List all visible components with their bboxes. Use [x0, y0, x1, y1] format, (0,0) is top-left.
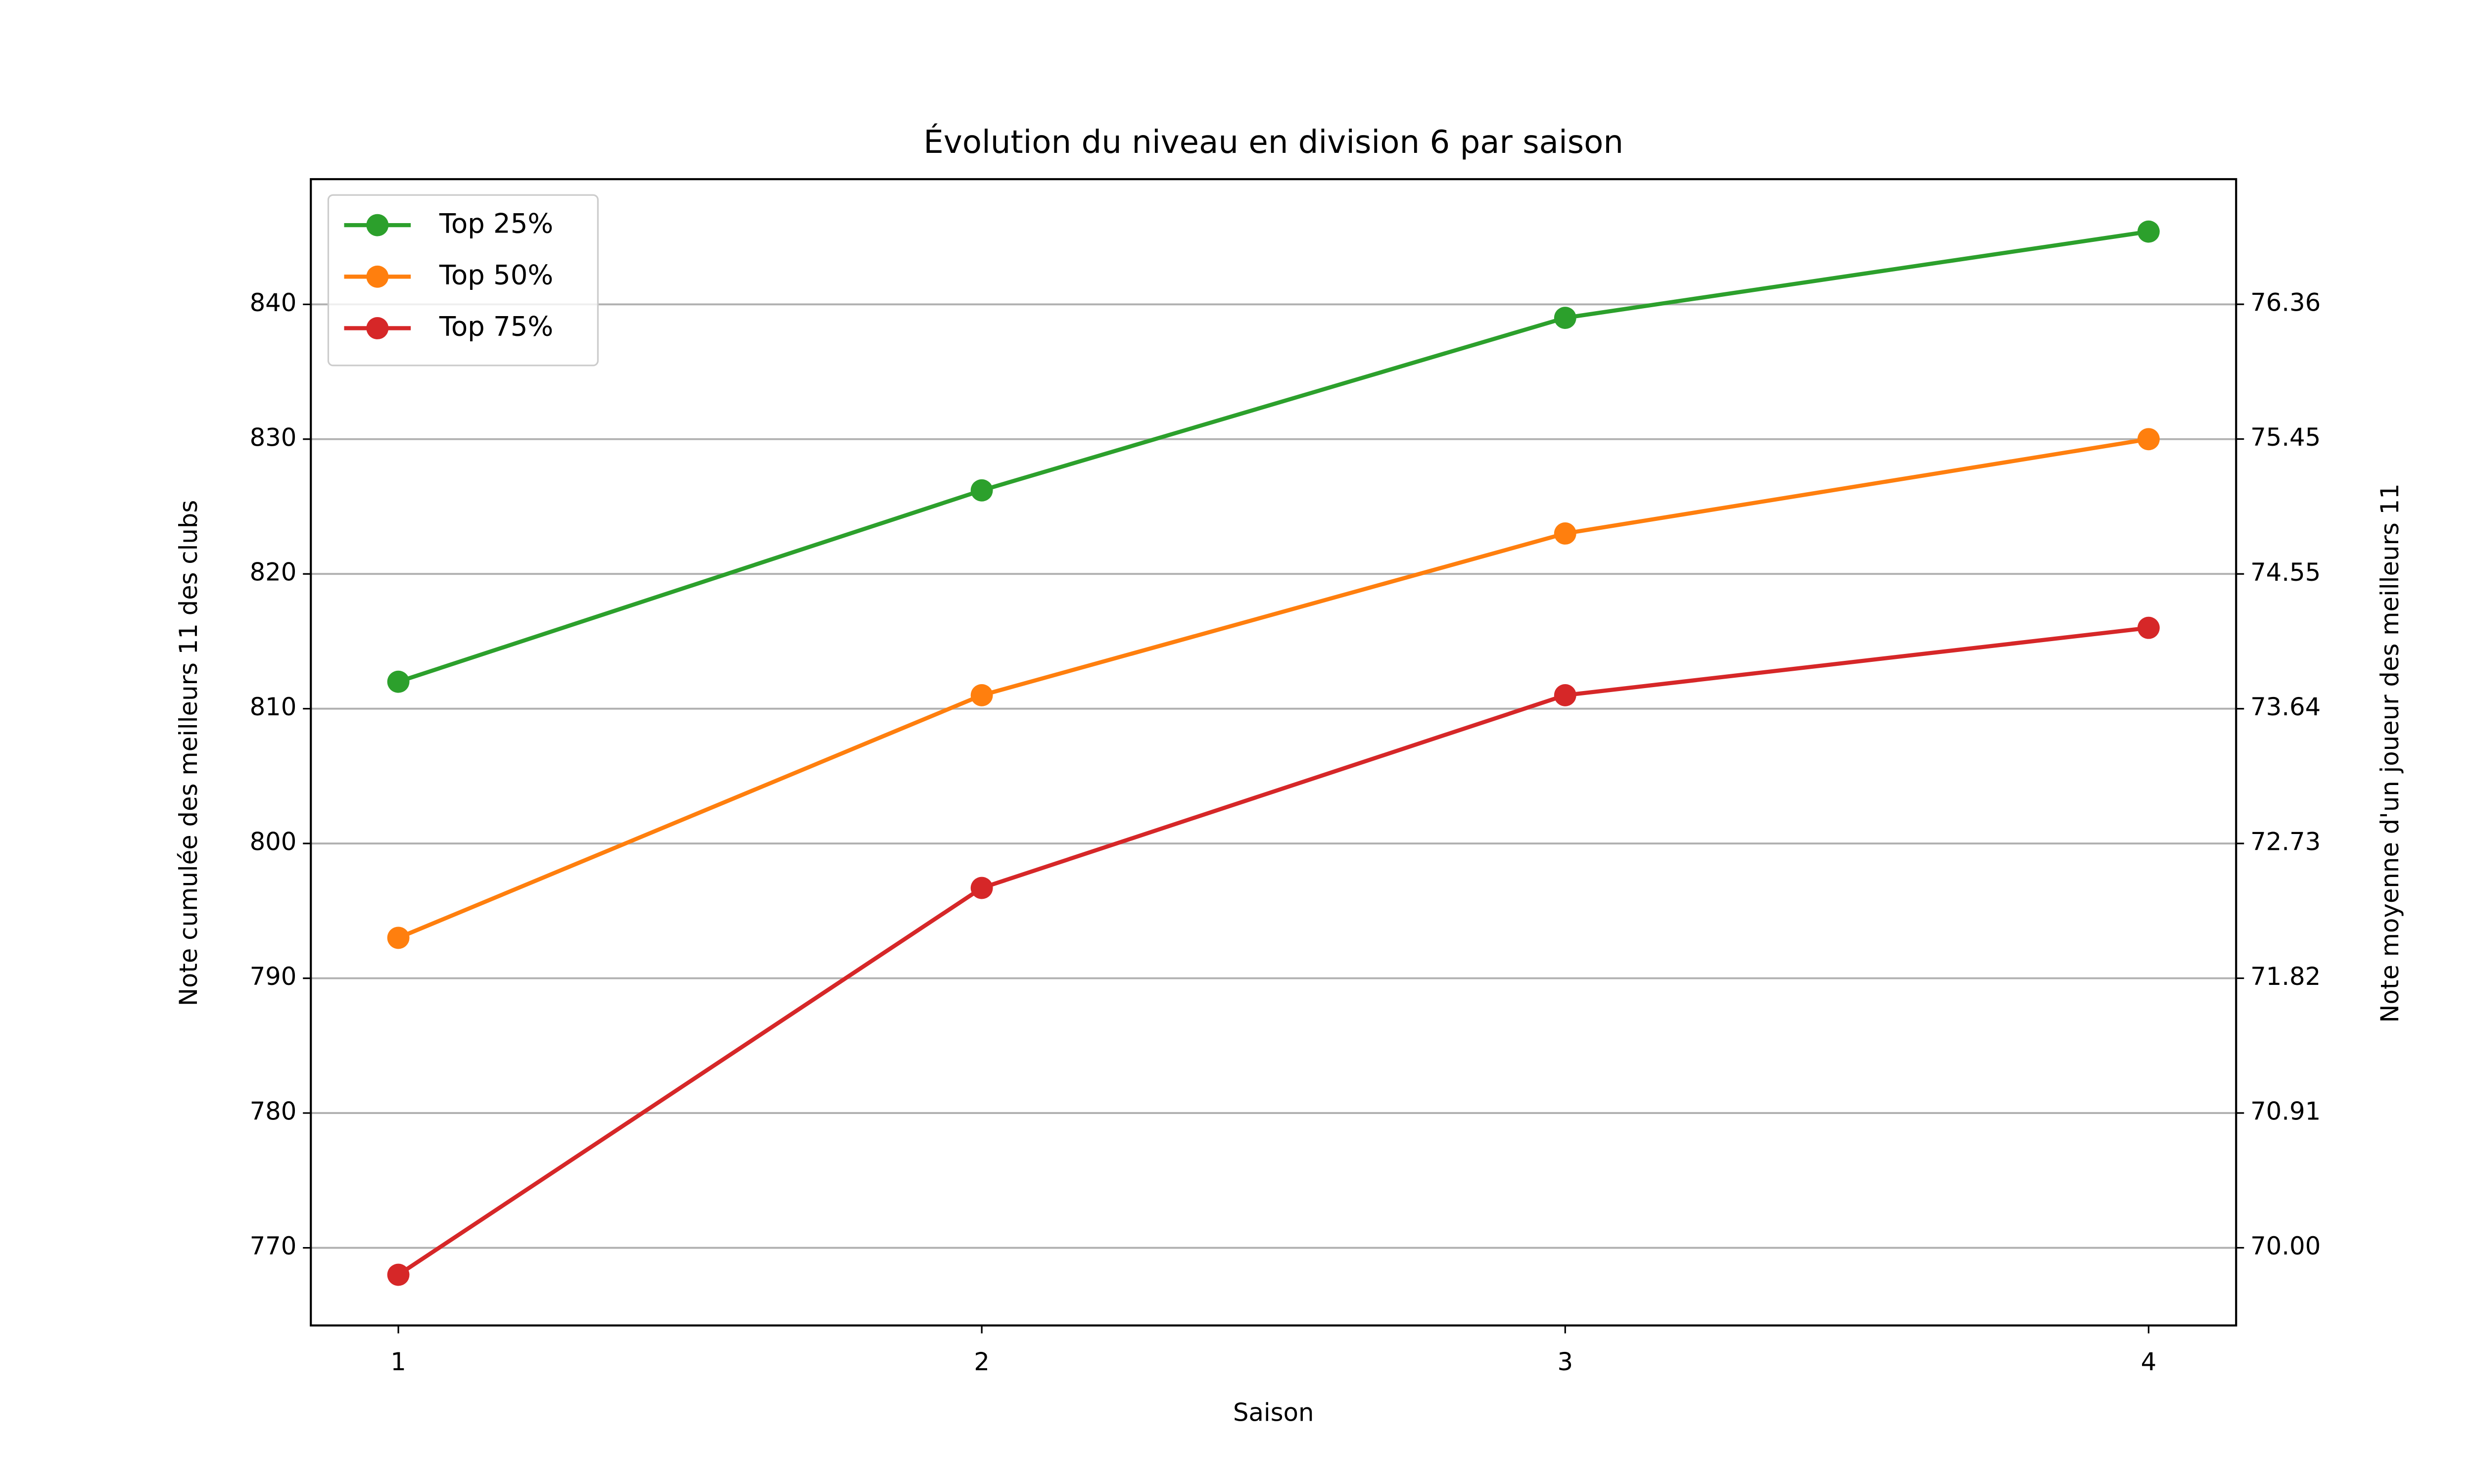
x-tick-label: 3 [1557, 1347, 1573, 1376]
y2-axis-label: Note moyenne d'un joueur des meilleurs 1… [2376, 483, 2404, 1022]
y2-tick-label: 76.36 [2250, 288, 2321, 317]
y2-tick-label: 70.00 [2250, 1232, 2321, 1260]
y2-tick-label: 74.55 [2250, 558, 2321, 587]
data-point [2137, 220, 2160, 243]
legend-marker [366, 265, 389, 288]
legend-label: Top 50% [439, 259, 553, 290]
y-axis-label: Note cumulée des meilleurs 11 des clubs [174, 500, 203, 1006]
y-tick-label: 810 [250, 693, 297, 721]
y-tick-label: 800 [250, 828, 297, 856]
data-point [1554, 522, 1576, 545]
y2-tick-label: 73.64 [2250, 693, 2321, 721]
chart-title: Évolution du niveau en division 6 par sa… [923, 123, 1623, 161]
y2-tick-label: 70.91 [2250, 1097, 2321, 1126]
x-tick-label: 2 [974, 1347, 990, 1376]
y2-tick-label: 72.73 [2250, 828, 2321, 856]
series-line [397, 230, 2149, 684]
series-line [397, 437, 2149, 940]
legend-box [327, 194, 599, 367]
legend-marker [366, 317, 389, 339]
data-point [2137, 428, 2160, 451]
data-point [1554, 684, 1576, 706]
y-tick-label: 830 [250, 423, 297, 452]
data-point [1554, 307, 1576, 329]
data-point [970, 877, 993, 899]
data-point [387, 927, 410, 949]
y-tick-label: 820 [250, 558, 297, 587]
series-line [397, 626, 2149, 1277]
legend-label: Top 75% [439, 311, 553, 342]
legend-label: Top 25% [439, 207, 553, 239]
y-tick-label: 770 [250, 1232, 297, 1260]
data-point [387, 670, 410, 693]
plot-frame [310, 178, 2237, 1327]
data-point [970, 479, 993, 502]
y-tick-label: 790 [250, 962, 297, 991]
data-point [2137, 616, 2160, 639]
y2-tick-label: 71.82 [2250, 962, 2321, 991]
y2-tick-label: 75.45 [2250, 423, 2321, 452]
legend-marker [366, 214, 389, 236]
y-tick-label: 840 [250, 288, 297, 317]
x-axis-label: Saison [1233, 1398, 1314, 1427]
x-tick-label: 4 [2141, 1347, 2157, 1376]
x-tick-label: 1 [390, 1347, 406, 1376]
data-point [970, 684, 993, 706]
y-tick-label: 780 [250, 1097, 297, 1126]
data-point [387, 1263, 410, 1286]
